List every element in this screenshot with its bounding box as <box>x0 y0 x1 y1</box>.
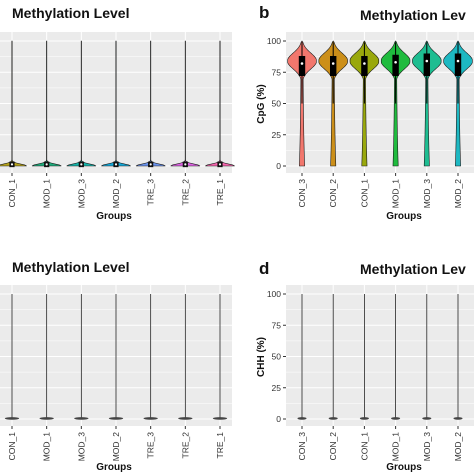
box-CON_2 <box>330 56 337 76</box>
panel-b-letter: b <box>259 3 269 22</box>
violin-base-TRE_2 <box>178 417 193 420</box>
y-tick-label: 100 <box>267 36 281 46</box>
box-MOD_3 <box>423 53 430 76</box>
x-tick-label-MOD_1: MOD_1 <box>391 432 401 462</box>
x-tick-label-MOD_1: MOD_1 <box>42 432 52 462</box>
violin-base-MOD_3 <box>74 417 89 420</box>
median-MOD_3 <box>425 59 429 63</box>
violin-base-MOD_2 <box>108 417 124 420</box>
x-tick-label-CON_1: CON_1 <box>7 179 17 208</box>
x-tick-label-TRE_3: TRE_3 <box>146 179 156 206</box>
x-tick-label-MOD_3: MOD_3 <box>76 179 86 209</box>
x-tick-label-MOD_2: MOD_2 <box>453 179 463 209</box>
violin-CON_1 <box>0 40 27 167</box>
x-tick-label-TRE_1: TRE_1 <box>215 179 225 206</box>
x-tick-label-MOD_3: MOD_3 <box>422 432 432 462</box>
violin-base-CON_2 <box>328 417 338 420</box>
x-tick-label-MOD_1: MOD_1 <box>391 179 401 209</box>
x-tick-label-MOD_2: MOD_2 <box>111 432 121 462</box>
violin-base-MOD_3 <box>422 417 432 420</box>
y-tick-label: 0 <box>276 414 281 424</box>
violin-base-MOD_1 <box>39 417 54 420</box>
x-tick-label-MOD_1: MOD_1 <box>42 179 52 209</box>
violin-TRE_1 <box>205 40 235 167</box>
median-CON_1 <box>10 163 14 166</box>
panel-d-letter: d <box>259 259 269 278</box>
y-tick-label: 75 <box>272 320 282 330</box>
violin-MOD_3 <box>66 40 97 167</box>
y-tick-label: 0 <box>276 161 281 171</box>
panel-c-title: Methylation Level <box>12 259 129 275</box>
x-tick-label-CON_2: CON_2 <box>328 179 338 208</box>
panel-d-chart: 0 25 50 75 100 CON_3 CON_2 CON_1 MOD_1 MOD_3 MOD_2 <box>267 285 474 461</box>
x-tick-label-CON_3: CON_3 <box>297 179 307 208</box>
x-tick-label-MOD_3: MOD_3 <box>76 432 86 462</box>
panel-a-title: Methylation Level <box>12 5 129 21</box>
panel-d-xlabel: Groups <box>386 462 422 473</box>
plot-background <box>286 285 474 426</box>
median-CON_1 <box>363 62 366 65</box>
violin-base-TRE_3 <box>143 417 158 420</box>
median-CON_3 <box>300 62 304 65</box>
x-tick-label-MOD_2: MOD_2 <box>453 432 463 462</box>
x-tick-label-CON_3: CON_3 <box>297 432 307 461</box>
box-MOD_2 <box>454 53 462 76</box>
median-TRE_2 <box>184 163 187 166</box>
panel-b-ylabel: CpG (%) <box>256 84 267 123</box>
panel-c-chart: CON_1 MOD_1 MOD_3 MOD_2 TRE_3 TRE_2 TRE_1 <box>0 285 232 461</box>
violin-base-TRE_1 <box>212 417 228 420</box>
x-tick-label-MOD_2: MOD_2 <box>111 179 121 209</box>
panel-b-chart: 0 25 50 75 100 CON_3 CON_2 CON_1 MOD_1 MOD_3 MOD_2 <box>267 32 474 208</box>
median-CON_2 <box>331 62 335 65</box>
box-CON_3 <box>298 56 306 76</box>
violin-base-MOD_1 <box>391 417 401 420</box>
median-MOD_1 <box>45 163 48 166</box>
median-MOD_2 <box>456 59 460 63</box>
plot-background <box>286 32 474 173</box>
median-MOD_2 <box>114 163 118 166</box>
box-CON_1 <box>361 56 368 76</box>
x-tick-label-TRE_3: TRE_3 <box>146 432 156 459</box>
y-tick-label: 25 <box>272 130 282 140</box>
panel-b-title: Methylation Lev <box>360 7 466 23</box>
panel-d-title: Methylation Lev <box>360 261 466 277</box>
panel-d-ylabel: CHH (%) <box>256 337 267 377</box>
median-TRE_1 <box>218 163 222 166</box>
median-MOD_1 <box>394 60 397 64</box>
y-tick-label: 25 <box>272 383 282 393</box>
y-tick-label: 75 <box>272 67 282 77</box>
box-MOD_1 <box>392 54 399 76</box>
x-tick-label-TRE_2: TRE_2 <box>180 432 190 459</box>
violin-base-MOD_2 <box>453 417 463 420</box>
violin-MOD_2 <box>101 40 131 167</box>
panel-b-xlabel: Groups <box>386 211 422 222</box>
panel-a-xlabel: Groups <box>96 211 132 222</box>
median-TRE_3 <box>149 163 152 166</box>
x-tick-label-CON_1: CON_1 <box>7 432 17 461</box>
x-tick-label-TRE_1: TRE_1 <box>215 432 225 459</box>
panel-c-xlabel: Groups <box>96 462 132 473</box>
y-tick-label: 50 <box>272 352 282 362</box>
violin-TRE_3 <box>135 40 166 167</box>
violin-base-CON_1 <box>4 417 20 420</box>
panel-a-chart: CON_1 MOD_1 MOD_3 MOD_2 TRE_3 TRE_2 TRE_1 <box>0 32 235 208</box>
violin-MOD_1 <box>31 40 62 167</box>
x-tick-label-CON_1: CON_1 <box>359 179 369 208</box>
x-tick-label-CON_1: CON_1 <box>359 432 369 461</box>
x-tick-label-TRE_2: TRE_2 <box>180 179 190 206</box>
y-tick-label: 50 <box>272 99 282 109</box>
violin-base-CON_1 <box>359 417 369 420</box>
violin-TRE_2 <box>170 40 201 167</box>
x-tick-label-MOD_3: MOD_3 <box>422 179 432 209</box>
median-MOD_3 <box>80 163 83 166</box>
violin-base-CON_3 <box>297 417 307 420</box>
y-tick-label: 100 <box>267 289 281 299</box>
x-tick-label-CON_2: CON_2 <box>328 432 338 461</box>
